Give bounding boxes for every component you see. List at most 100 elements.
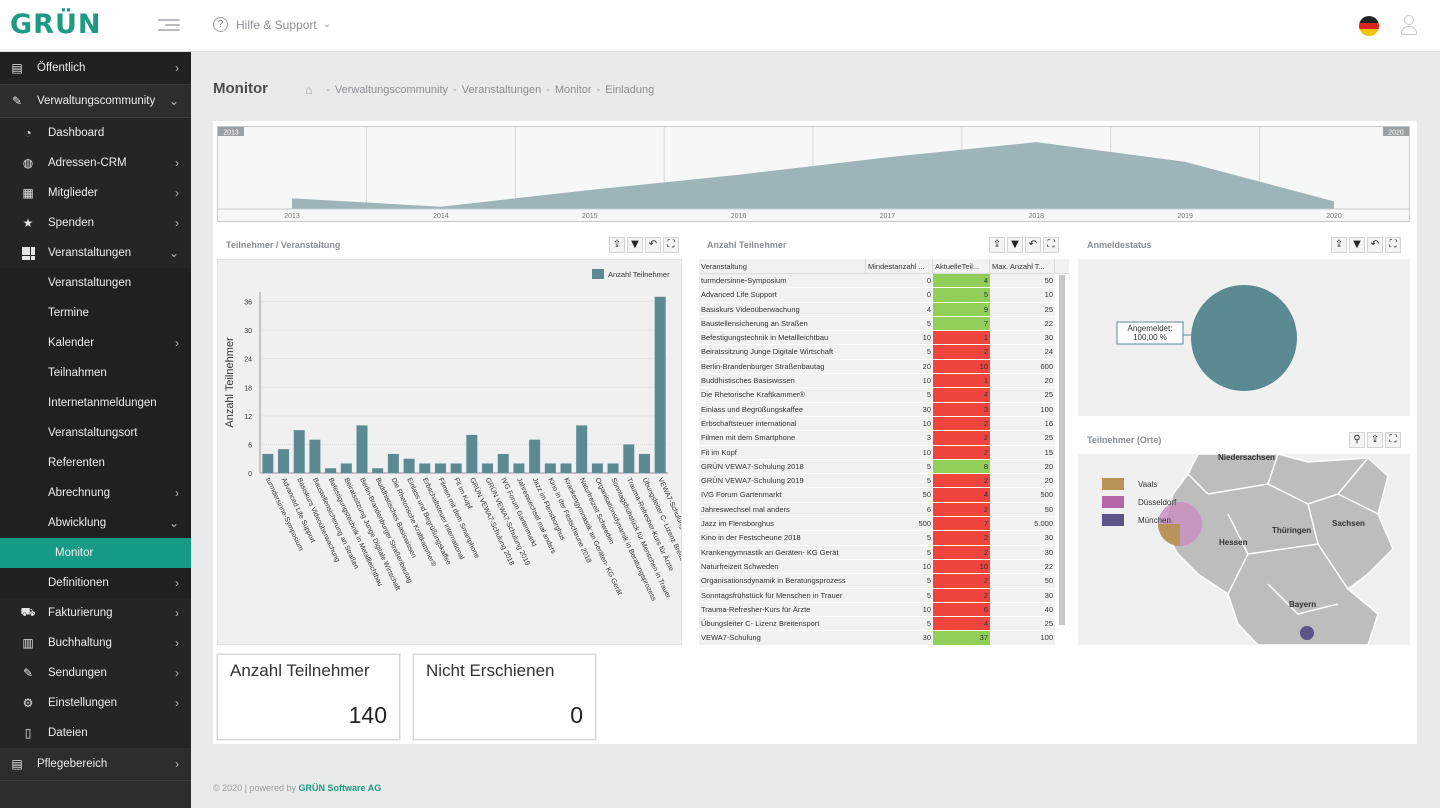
bar[interactable]	[482, 463, 494, 473]
bar[interactable]	[576, 425, 588, 473]
bar[interactable]	[325, 468, 337, 473]
sidebar-item-spenden[interactable]: ★ Spenden ›	[0, 208, 191, 238]
sidebar-item-dashboard[interactable]: ◔ Dashboard	[0, 118, 191, 148]
sidebar-item-kalender[interactable]: Kalender ›	[0, 328, 191, 358]
sidebar-item-abrechnung[interactable]: Abrechnung ›	[0, 478, 191, 508]
sidebar-item-sendungen[interactable]: ✎ Sendungen ›	[0, 658, 191, 688]
table-row[interactable]: Organisationsdynamik in Beratungsprozess…	[699, 574, 1069, 589]
bar[interactable]	[372, 468, 384, 473]
table-row[interactable]: Naturfreizeit Schweden 10 10 22	[699, 559, 1069, 575]
grid-scrollbar[interactable]	[1059, 275, 1065, 625]
sidebar-item-dateien[interactable]: ▯ Dateien	[0, 718, 191, 748]
table-row[interactable]: Erbschaftsteuer international 10 2 16	[699, 416, 1069, 432]
table-row[interactable]: GRÜN VEWA7-Schulung 2019 5 2 20	[699, 474, 1069, 489]
table-row[interactable]: Jazz im Flensborghus 500 7 5.000	[699, 517, 1069, 532]
map-marker-vaals[interactable]	[1158, 524, 1180, 546]
column-header[interactable]: Veranstaltung	[699, 259, 866, 273]
timeline-range-selector[interactable]: 2013 2014 2015 2016 2017 2018 2019 2020 2013 2020	[217, 126, 1410, 222]
sidebar-item-einstellungen[interactable]: ⚙ Einstellungen ›	[0, 688, 191, 718]
sidebar-item-internetanmeldungen[interactable]: Internetanmeldungen	[0, 388, 191, 418]
sidebar-item-teilnahmen[interactable]: Teilnahmen	[0, 358, 191, 388]
column-header[interactable]: AktuelleTeil...	[933, 259, 990, 273]
map-marker-muenchen[interactable]	[1300, 626, 1314, 640]
bar[interactable]	[450, 463, 462, 473]
user-avatar-icon[interactable]	[1400, 15, 1418, 37]
filter-icon[interactable]: ▼	[627, 237, 643, 253]
table-row[interactable]: Berlin-Brandenburger Straßenbautag 20 10 60…	[699, 359, 1069, 375]
bar[interactable]	[623, 444, 635, 473]
bar[interactable]	[387, 453, 399, 473]
sidebar-item-definitionen[interactable]: Definitionen ›	[0, 568, 191, 598]
sidebar-item-buchhaltung[interactable]: ▥ Buchhaltung ›	[0, 628, 191, 658]
bar[interactable]	[262, 453, 274, 473]
sidebar-item-veranstaltungen[interactable]: Veranstaltungen ⌄	[0, 238, 191, 268]
bar[interactable]	[278, 449, 290, 473]
table-row[interactable]: Filmen mit dem Smartphone 3 2 25	[699, 431, 1069, 446]
zoom-icon[interactable]: ⚲	[1349, 432, 1365, 448]
filter-icon[interactable]: ▼	[1007, 237, 1023, 253]
table-row[interactable]: VEWA7-Schulung 30 37 100	[699, 631, 1069, 646]
breadcrumb-item[interactable]: Verwaltungscommunity	[334, 84, 449, 96]
export-icon[interactable]: ⇪	[1367, 432, 1383, 448]
column-header[interactable]: Mindestanzahl ...	[866, 259, 933, 273]
locations-map[interactable]: Niedersachsen Thüringen Sachsen Hessen B…	[1078, 454, 1410, 645]
bar[interactable]	[497, 453, 509, 473]
table-row[interactable]: Buddhistisches Basiswissen 10 1 20	[699, 374, 1069, 389]
breadcrumb-item[interactable]: Veranstaltungen	[461, 84, 542, 96]
sidebar-item-verwaltungscommunity[interactable]: ✎ Verwaltungscommunity ⌄	[0, 85, 191, 118]
sidebar-item-abwicklung[interactable]: Abwicklung ⌄	[0, 508, 191, 538]
table-row[interactable]: Fit im Kopf 10 2 15	[699, 445, 1069, 460]
bar[interactable]	[403, 458, 415, 473]
table-row[interactable]: Beiratssitzung Junge Digitale Wirtschaft…	[699, 345, 1069, 360]
bar[interactable]	[356, 425, 368, 473]
undo-icon[interactable]: ↶	[1025, 237, 1041, 253]
export-icon[interactable]: ⇪	[609, 237, 625, 253]
table-row[interactable]: Basiskurs Videoüberwachung 4 9 25	[699, 302, 1069, 317]
undo-icon[interactable]: ↶	[645, 237, 661, 253]
timeline-chart[interactable]: 2013 2014 2015 2016 2017 2018 2019 2020 2013 2020	[218, 127, 1409, 221]
table-row[interactable]: Kino in der Festscheune 2018 5 2 30	[699, 531, 1069, 546]
home-icon[interactable]: ⌂	[305, 83, 313, 97]
fullscreen-icon[interactable]: ⛶	[1385, 237, 1401, 253]
fullscreen-icon[interactable]: ⛶	[1385, 432, 1401, 448]
bar[interactable]	[654, 296, 666, 473]
table-row[interactable]: Einlass und Begrüßungskaffee 30 3 100	[699, 402, 1069, 417]
sidebar-item-fakturierung[interactable]: ⛟ Fakturierung ›	[0, 598, 191, 628]
bar[interactable]	[340, 463, 352, 473]
filter-icon[interactable]: ▼	[1349, 237, 1365, 253]
table-row[interactable]: Übungsleiter C- Lizenz Breitensport 5 4 25	[699, 617, 1069, 632]
bar[interactable]	[591, 463, 603, 473]
bar[interactable]	[309, 439, 321, 473]
export-icon[interactable]: ⇪	[1331, 237, 1347, 253]
sidebar-item-veranstaltungsort[interactable]: Veranstaltungsort	[0, 418, 191, 448]
footer-brand-link[interactable]: GRÜN Software AG	[298, 783, 382, 793]
bar[interactable]	[513, 463, 525, 473]
sidebar-item-pflegebereich[interactable]: ▤ Pflegebereich ›	[0, 748, 191, 781]
german-flag-icon[interactable]	[1359, 16, 1379, 36]
help-support-menu[interactable]: ? Hilfe & Support ⌄	[213, 17, 331, 32]
pie-slice[interactable]	[1191, 285, 1297, 391]
bar[interactable]	[293, 430, 305, 473]
bar[interactable]	[529, 439, 541, 473]
sidebar-item-monitor[interactable]: Monitor	[0, 538, 191, 568]
sidebar-item-termine[interactable]: Termine	[0, 298, 191, 328]
breadcrumb-item[interactable]: Monitor	[554, 84, 592, 96]
table-row[interactable]: Baustellensicherung an Straßen 5 7 22	[699, 316, 1069, 332]
table-row[interactable]: turmdersinne-Symposium 0 4 50	[699, 274, 1069, 289]
sidebar-item-mitglieder[interactable]: ▦ Mitglieder ›	[0, 178, 191, 208]
column-header[interactable]: Max. Anzahl T...	[990, 259, 1055, 273]
undo-icon[interactable]: ↶	[1367, 237, 1383, 253]
bar[interactable]	[560, 463, 572, 473]
table-row[interactable]: GRÜN VEWA7-Schulung 2018 5 8 20	[699, 459, 1069, 475]
sidebar-item-referenten[interactable]: Referenten	[0, 448, 191, 478]
timeline-range-label[interactable]: 2020	[1388, 130, 1404, 137]
bar[interactable]	[434, 463, 446, 473]
sidebar-item-adressen-crm[interactable]: ◍ Adressen-CRM ›	[0, 148, 191, 178]
table-row[interactable]: Advanced Life Support 0 5 10	[699, 288, 1069, 303]
export-icon[interactable]: ⇪	[989, 237, 1005, 253]
app-logo[interactable]: GRÜN	[10, 9, 102, 40]
timeline-range-label[interactable]: 2013	[223, 130, 239, 137]
bar[interactable]	[419, 463, 431, 473]
table-row[interactable]: Sonntagsfrühstück für Menschen in Trauer…	[699, 588, 1069, 603]
sidebar-item-veranstaltungen[interactable]: Veranstaltungen	[0, 268, 191, 298]
